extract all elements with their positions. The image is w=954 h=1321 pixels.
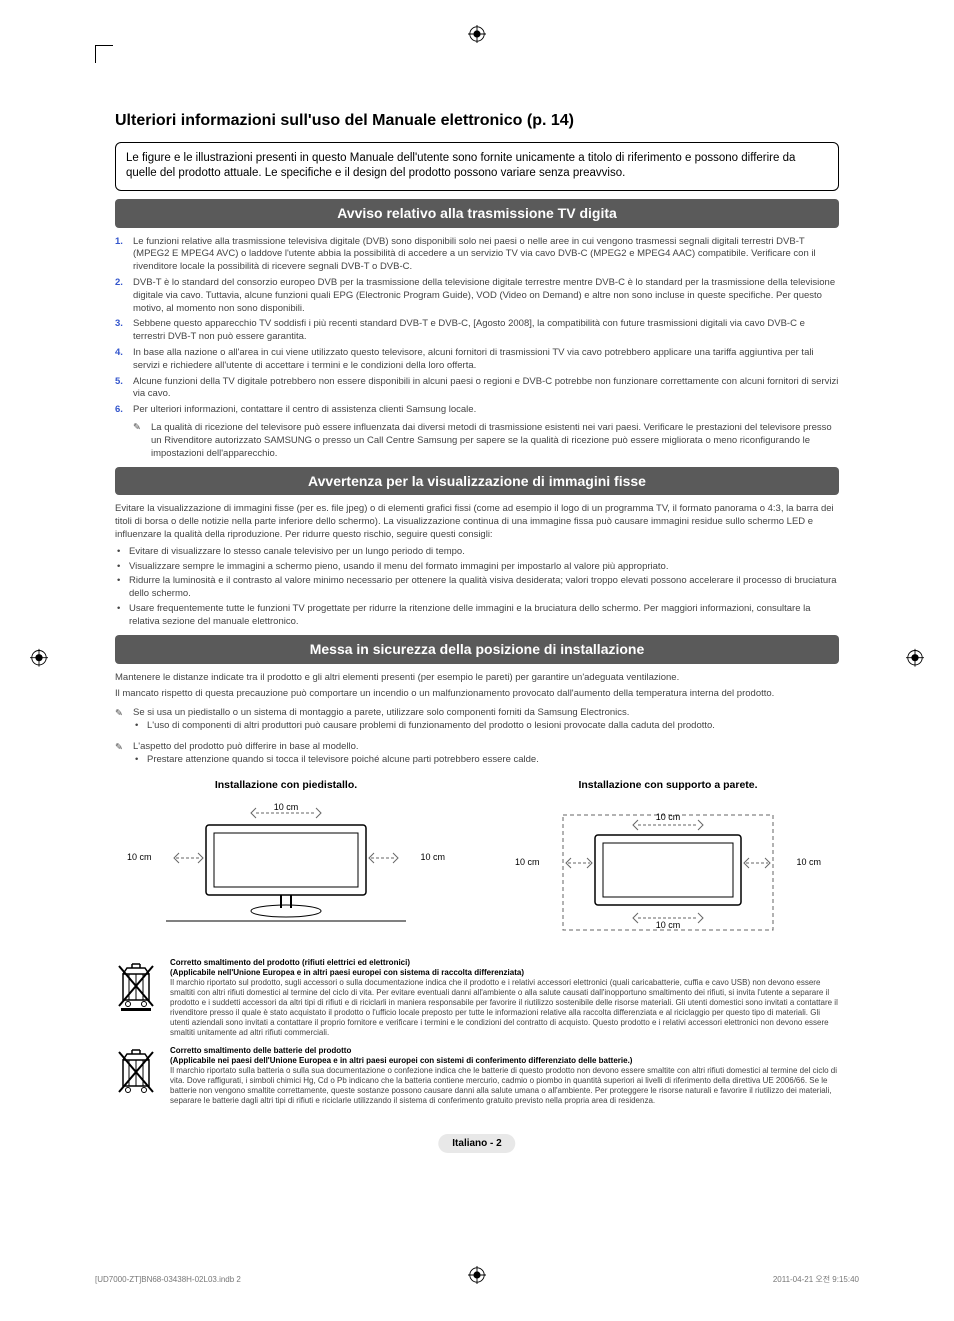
still-intro: Evitare la visualizzazione di immagini f…	[115, 503, 839, 541]
page-title: Ulteriori informazioni sull'uso del Manu…	[115, 110, 839, 132]
digital-list: 1.Le funzioni relative alla trasmissione…	[115, 236, 839, 418]
dim-top-w: 10 cm	[656, 811, 681, 823]
digital-note: ✎ La qualità di ricezione del televisore…	[133, 422, 839, 460]
digital-item-6: Per ulteriori informazioni, contattare i…	[133, 404, 476, 417]
stand-title: Installazione con piedistallo.	[115, 778, 457, 792]
dim-left: 10 cm	[127, 851, 152, 863]
dim-right: 10 cm	[420, 851, 445, 863]
digital-item-3: Sebbene questo apparecchio TV soddisfi i…	[133, 318, 839, 344]
still-bullet-1: Evitare di visualizzare lo stesso canale…	[129, 546, 839, 559]
disposal1-title: Corretto smaltimento del prodotto (rifiu…	[170, 958, 839, 968]
install-note2: ✎ L'aspetto del prodotto può differire i…	[115, 741, 839, 769]
section-header-digital: Avviso relativo alla trasmissione TV dig…	[115, 199, 839, 228]
wall-diagram: 10 cm 10 cm 10 cm 10 cm	[497, 803, 839, 943]
disposal1-body: Il marchio riportato sul prodotto, sugli…	[170, 978, 839, 1038]
disposal2-title: Corretto smaltimento delle batterie del …	[170, 1046, 839, 1056]
stand-diagram: 10 cm 10 cm 10 cm	[115, 803, 457, 943]
install-note1: ✎ Se si usa un piedistallo o un sistema …	[115, 707, 839, 735]
digital-item-2: DVB-T è lo standard del consorzio europe…	[133, 277, 839, 315]
registration-mark-right	[906, 648, 924, 673]
registration-mark-left	[30, 648, 48, 673]
still-bullet-2: Visualizzare sempre le immagini a scherm…	[129, 561, 839, 574]
install-intro1: Mantenere le distanze indicate tra il pr…	[115, 672, 839, 685]
footer-page-label: Italiano - 2	[438, 1134, 515, 1154]
battery-icon	[115, 1046, 160, 1106]
note-icon: ✎	[115, 741, 133, 769]
disposal2-subtitle: (Applicabile nei paesi dell'Unione Europ…	[170, 1056, 839, 1066]
footer-right: 2011-04-21 오전 9:15:40	[773, 1275, 859, 1286]
footer-left: [UD7000-ZT]BN68-03438H-02L03.indb 2	[95, 1275, 241, 1286]
install-diagrams: Installazione con piedistallo.	[115, 778, 839, 942]
disposal2-body: Il marchio riportato sulla batteria o su…	[170, 1066, 839, 1106]
install-intro2: Il mancato rispetto di questa precauzion…	[115, 688, 839, 701]
install-note1-text: Se si usa un piedistallo o un sistema di…	[133, 707, 629, 718]
disposal-weee: Corretto smaltimento del prodotto (rifiu…	[115, 958, 839, 1038]
dim-right-w: 10 cm	[796, 856, 821, 868]
still-bullet-4: Usare frequentemente tutte le funzioni T…	[129, 603, 839, 629]
disposal1-subtitle: (Applicabile nell'Unione Europea e in al…	[170, 968, 839, 978]
digital-item-1: Le funzioni relative alla trasmissione t…	[133, 236, 839, 274]
note-icon: ✎	[115, 707, 133, 735]
registration-mark-top	[468, 25, 486, 50]
install-note1-bullet: L'uso di componenti di altri produttori …	[147, 720, 715, 733]
digital-note-text: La qualità di ricezione del televisore p…	[151, 422, 839, 460]
dim-top: 10 cm	[274, 801, 299, 813]
wall-title: Installazione con supporto a parete.	[497, 778, 839, 792]
crop-mark-tl	[95, 45, 113, 63]
digital-item-4: In base alla nazione o all'area in cui v…	[133, 347, 839, 373]
dim-left-w: 10 cm	[515, 856, 540, 868]
disposal-battery: Corretto smaltimento delle batterie del …	[115, 1046, 839, 1106]
install-note2-bullet: Prestare attenzione quando si tocca il t…	[147, 754, 539, 767]
weee-icon	[115, 958, 160, 1038]
digital-item-5: Alcune funzioni della TV digitale potreb…	[133, 376, 839, 402]
section-header-install: Messa in sicurezza della posizione di in…	[115, 635, 839, 664]
install-note2-text: L'aspetto del prodotto può differire in …	[133, 741, 359, 752]
page-footer: [UD7000-ZT]BN68-03438H-02L03.indb 2 2011…	[95, 1275, 859, 1286]
still-bullet-3: Ridurre la luminosità e il contrasto al …	[129, 575, 839, 601]
note-icon: ✎	[133, 422, 151, 460]
dim-bottom-w: 10 cm	[656, 919, 681, 931]
info-box: Le figure e le illustrazioni presenti in…	[115, 142, 839, 191]
still-bullets: Evitare di visualizzare lo stesso canale…	[115, 546, 839, 629]
section-header-still: Avvertenza per la visualizzazione di imm…	[115, 467, 839, 496]
